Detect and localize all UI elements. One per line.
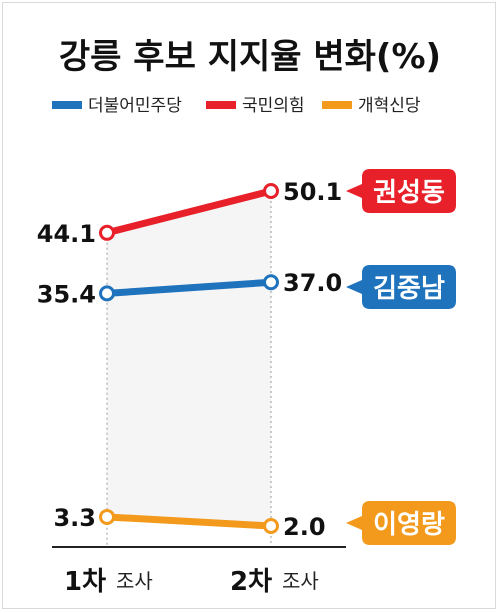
value-label: 37.0 [283, 269, 342, 297]
data-point [263, 274, 279, 291]
value-label: 3.3 [53, 504, 96, 532]
x-tick-label: 1차 [64, 567, 106, 597]
tag-shape [346, 265, 456, 309]
x-tick-sublabel: 조사 [282, 569, 319, 593]
value-label: 50.1 [283, 178, 342, 206]
x-axis: 1차 조사 2차 조사 [52, 546, 346, 597]
data-point [99, 508, 115, 525]
value-label: 35.4 [37, 280, 96, 308]
candidate-name: 권성동 [373, 178, 445, 208]
data-point [263, 518, 279, 534]
plot-area: 44.1 50.1 권성동 35.4 37.0 김중남 3.3 2.0 이영랑 [37, 169, 456, 546]
tag-shape [346, 169, 456, 213]
legend-label: 개혁신당 [358, 96, 421, 116]
data-point [263, 183, 279, 199]
data-point [99, 285, 115, 302]
data-point [99, 224, 115, 241]
candidate-name: 이영랑 [373, 510, 445, 540]
legend-label: 국민의힘 [242, 96, 305, 116]
candidate-tag: 이영랑 [346, 501, 456, 545]
series-line [103, 513, 275, 530]
candidate-tag: 권성동 [346, 169, 456, 213]
legend-swatch [322, 101, 352, 109]
shaded-area [107, 191, 271, 526]
candidate-tag: 김중남 [346, 265, 456, 309]
series-line [103, 187, 275, 237]
x-tick-sublabel: 조사 [116, 569, 153, 593]
legend: 더불어민주당 국민의힘 개혁신당 [52, 96, 421, 116]
chart-title: 강릉 후보 지지율 변화(%) [59, 37, 441, 77]
candidate-name: 김중남 [373, 274, 445, 304]
legend-label: 더불어민주당 [88, 96, 182, 116]
series-line [103, 278, 275, 297]
chart-frame [2, 2, 496, 609]
x-tick-label: 2차 [230, 567, 272, 597]
legend-swatch [206, 101, 236, 109]
legend-swatch [52, 101, 82, 109]
tag-shape [346, 501, 456, 545]
value-label: 44.1 [37, 220, 96, 248]
value-label: 2.0 [283, 513, 326, 541]
